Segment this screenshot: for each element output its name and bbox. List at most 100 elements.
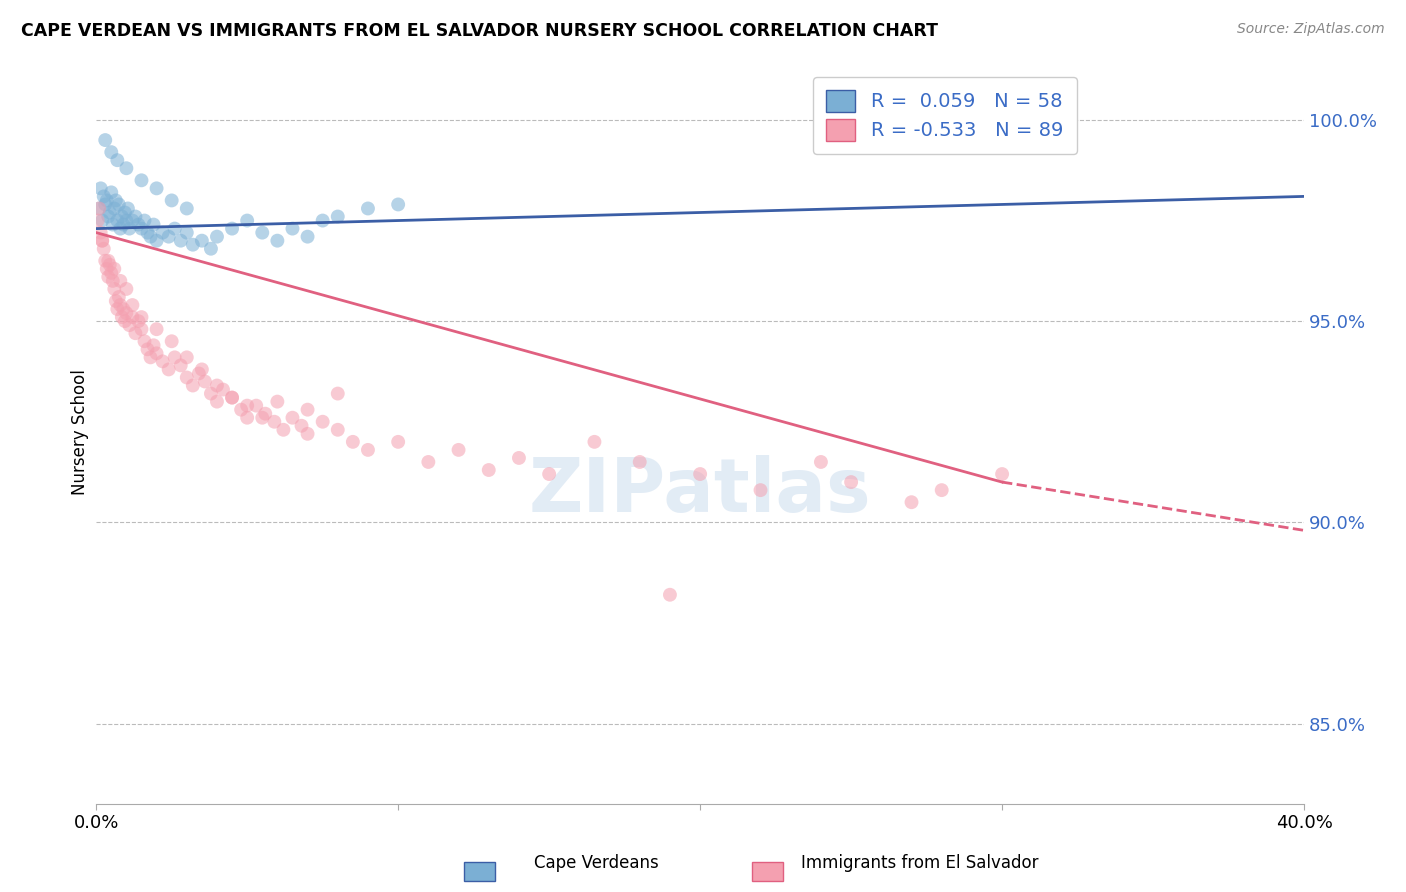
Point xyxy=(357,202,380,216)
Point xyxy=(108,290,131,304)
Point xyxy=(94,133,117,147)
Point xyxy=(118,221,141,235)
Point xyxy=(931,483,953,497)
Point xyxy=(121,298,143,312)
Text: Cape Verdeans: Cape Verdeans xyxy=(534,855,659,872)
Point xyxy=(176,202,198,216)
Point xyxy=(447,442,470,457)
Point xyxy=(98,205,121,219)
Point xyxy=(163,351,186,365)
Point xyxy=(131,322,153,336)
Point xyxy=(114,314,136,328)
Point xyxy=(100,186,122,200)
Point xyxy=(191,362,214,376)
Point xyxy=(97,269,120,284)
Point xyxy=(266,234,288,248)
Point xyxy=(136,226,159,240)
Point xyxy=(931,104,953,119)
Point xyxy=(326,423,349,437)
Point xyxy=(273,423,295,437)
Point xyxy=(114,205,136,219)
Point xyxy=(157,362,180,376)
Point xyxy=(100,266,122,280)
Point xyxy=(96,261,118,276)
Point xyxy=(266,394,288,409)
Point xyxy=(387,434,409,449)
Point xyxy=(124,326,146,341)
Point xyxy=(134,213,156,227)
Point xyxy=(205,394,228,409)
Point xyxy=(200,386,222,401)
Point xyxy=(104,293,127,308)
Point xyxy=(97,210,120,224)
Point xyxy=(658,588,681,602)
Point xyxy=(160,194,183,208)
Point xyxy=(115,213,138,227)
Point xyxy=(136,343,159,357)
Point xyxy=(628,455,651,469)
Point xyxy=(176,226,198,240)
Point xyxy=(112,301,135,316)
Point xyxy=(170,359,193,373)
Point xyxy=(97,253,120,268)
Point xyxy=(538,467,561,481)
Point xyxy=(96,194,118,208)
Point xyxy=(103,202,125,216)
Point xyxy=(508,450,530,465)
Point xyxy=(131,221,153,235)
Point xyxy=(254,407,277,421)
Point xyxy=(100,145,122,160)
Point xyxy=(86,213,108,227)
Point xyxy=(110,274,132,288)
Point xyxy=(105,213,128,227)
Text: Immigrants from El Salvador: Immigrants from El Salvador xyxy=(801,855,1039,872)
Point xyxy=(342,434,364,449)
Point xyxy=(176,351,198,365)
Point xyxy=(176,370,198,384)
Point xyxy=(145,322,167,336)
Text: Source: ZipAtlas.com: Source: ZipAtlas.com xyxy=(1237,22,1385,37)
Point xyxy=(991,467,1014,481)
Point xyxy=(252,410,274,425)
Point xyxy=(187,367,209,381)
Point xyxy=(118,318,141,333)
Point xyxy=(91,234,114,248)
Point xyxy=(326,386,349,401)
Point xyxy=(104,194,127,208)
Text: ZIPatlas: ZIPatlas xyxy=(529,455,872,528)
Point xyxy=(163,221,186,235)
Point xyxy=(810,455,832,469)
Point xyxy=(131,310,153,325)
Point xyxy=(94,253,117,268)
Point xyxy=(103,282,125,296)
Point xyxy=(221,391,243,405)
Point xyxy=(205,378,228,392)
Point xyxy=(387,197,409,211)
Point xyxy=(115,306,138,320)
Point xyxy=(281,410,304,425)
Point xyxy=(103,261,125,276)
Point xyxy=(191,234,214,248)
Point xyxy=(221,391,243,405)
Point xyxy=(139,351,162,365)
Point xyxy=(689,467,711,481)
Point xyxy=(89,202,111,216)
Point xyxy=(145,234,167,248)
Point xyxy=(263,415,285,429)
Point xyxy=(101,218,124,232)
Point xyxy=(200,242,222,256)
Point xyxy=(290,418,312,433)
Point xyxy=(94,197,117,211)
Point xyxy=(105,153,128,168)
Point xyxy=(297,402,319,417)
Point xyxy=(297,229,319,244)
Point xyxy=(91,213,114,227)
Point xyxy=(124,210,146,224)
Point xyxy=(112,218,135,232)
Point xyxy=(111,210,134,224)
Point xyxy=(121,310,143,325)
Point xyxy=(145,346,167,360)
Point xyxy=(236,399,259,413)
Point xyxy=(297,426,319,441)
Point xyxy=(194,375,217,389)
